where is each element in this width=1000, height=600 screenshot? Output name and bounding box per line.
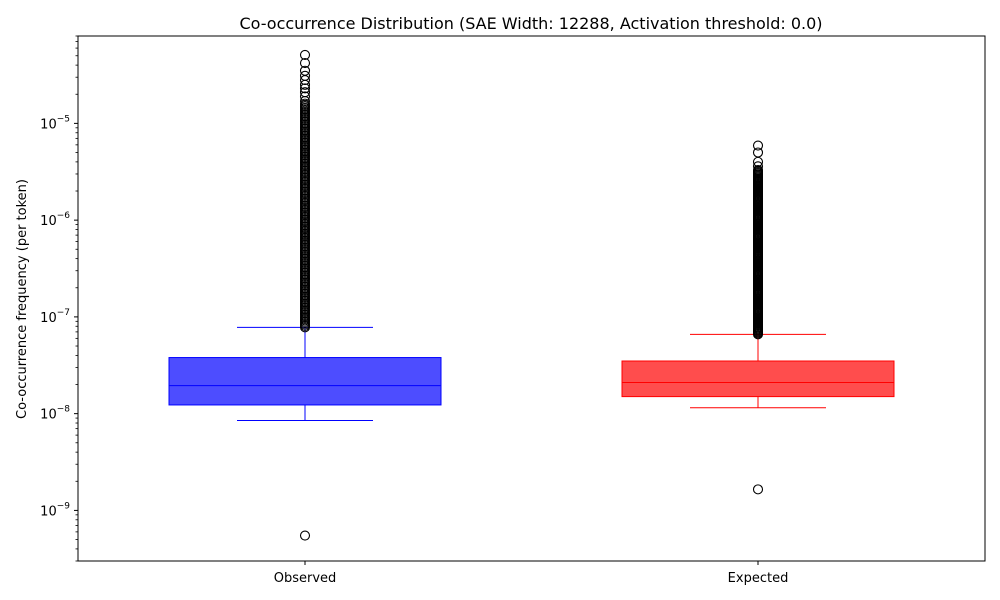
- outlier-point: [299, 87, 311, 98]
- plot-area: [77, 35, 986, 562]
- outlier-point: [299, 65, 311, 76]
- outlier-point: [752, 140, 764, 151]
- y-tick-label-base: 10: [40, 504, 57, 519]
- y-tick-label-base: 10: [40, 408, 57, 423]
- y-tick-label-exponent: −8: [57, 405, 71, 415]
- outlier-point: [752, 147, 764, 158]
- outlier-point: [753, 164, 763, 175]
- y-tick-label-base: 10: [40, 117, 57, 132]
- x-tick-label: Expected: [728, 571, 789, 586]
- outlier-point: [299, 58, 311, 69]
- y-tick-label: 10−7: [40, 308, 70, 326]
- outlier-point: [299, 530, 311, 541]
- outlier-point: [300, 98, 310, 109]
- plot-content: [168, 49, 895, 541]
- y-tick-label: 10−9: [40, 501, 70, 519]
- chart-title: Co-occurrence Distribution (SAE Width: 1…: [239, 14, 822, 33]
- y-tick-label: 10−5: [40, 114, 70, 132]
- outlier-point: [752, 161, 764, 172]
- outlier-point: [299, 49, 311, 60]
- y-tick-label-exponent: −7: [57, 308, 70, 318]
- y-tick-label-exponent: −5: [57, 114, 70, 124]
- x-tick-label: Observed: [274, 571, 337, 586]
- outlier-point: [299, 83, 311, 94]
- outlier-point: [299, 70, 311, 81]
- iqr-box: [621, 360, 895, 398]
- y-tick-label: 10−8: [40, 405, 70, 423]
- y-tick-label-base: 10: [40, 214, 57, 229]
- iqr-box: [168, 357, 442, 406]
- outlier-point: [752, 484, 764, 495]
- outlier-point: [299, 91, 311, 102]
- y-tick-label-exponent: −6: [57, 211, 71, 221]
- y-tick-label: 10−6: [40, 211, 70, 229]
- y-axis-label: Co-occurrence frequency (per token): [15, 179, 30, 419]
- y-tick-label-exponent: −9: [57, 501, 71, 511]
- y-tick-label-base: 10: [40, 311, 57, 326]
